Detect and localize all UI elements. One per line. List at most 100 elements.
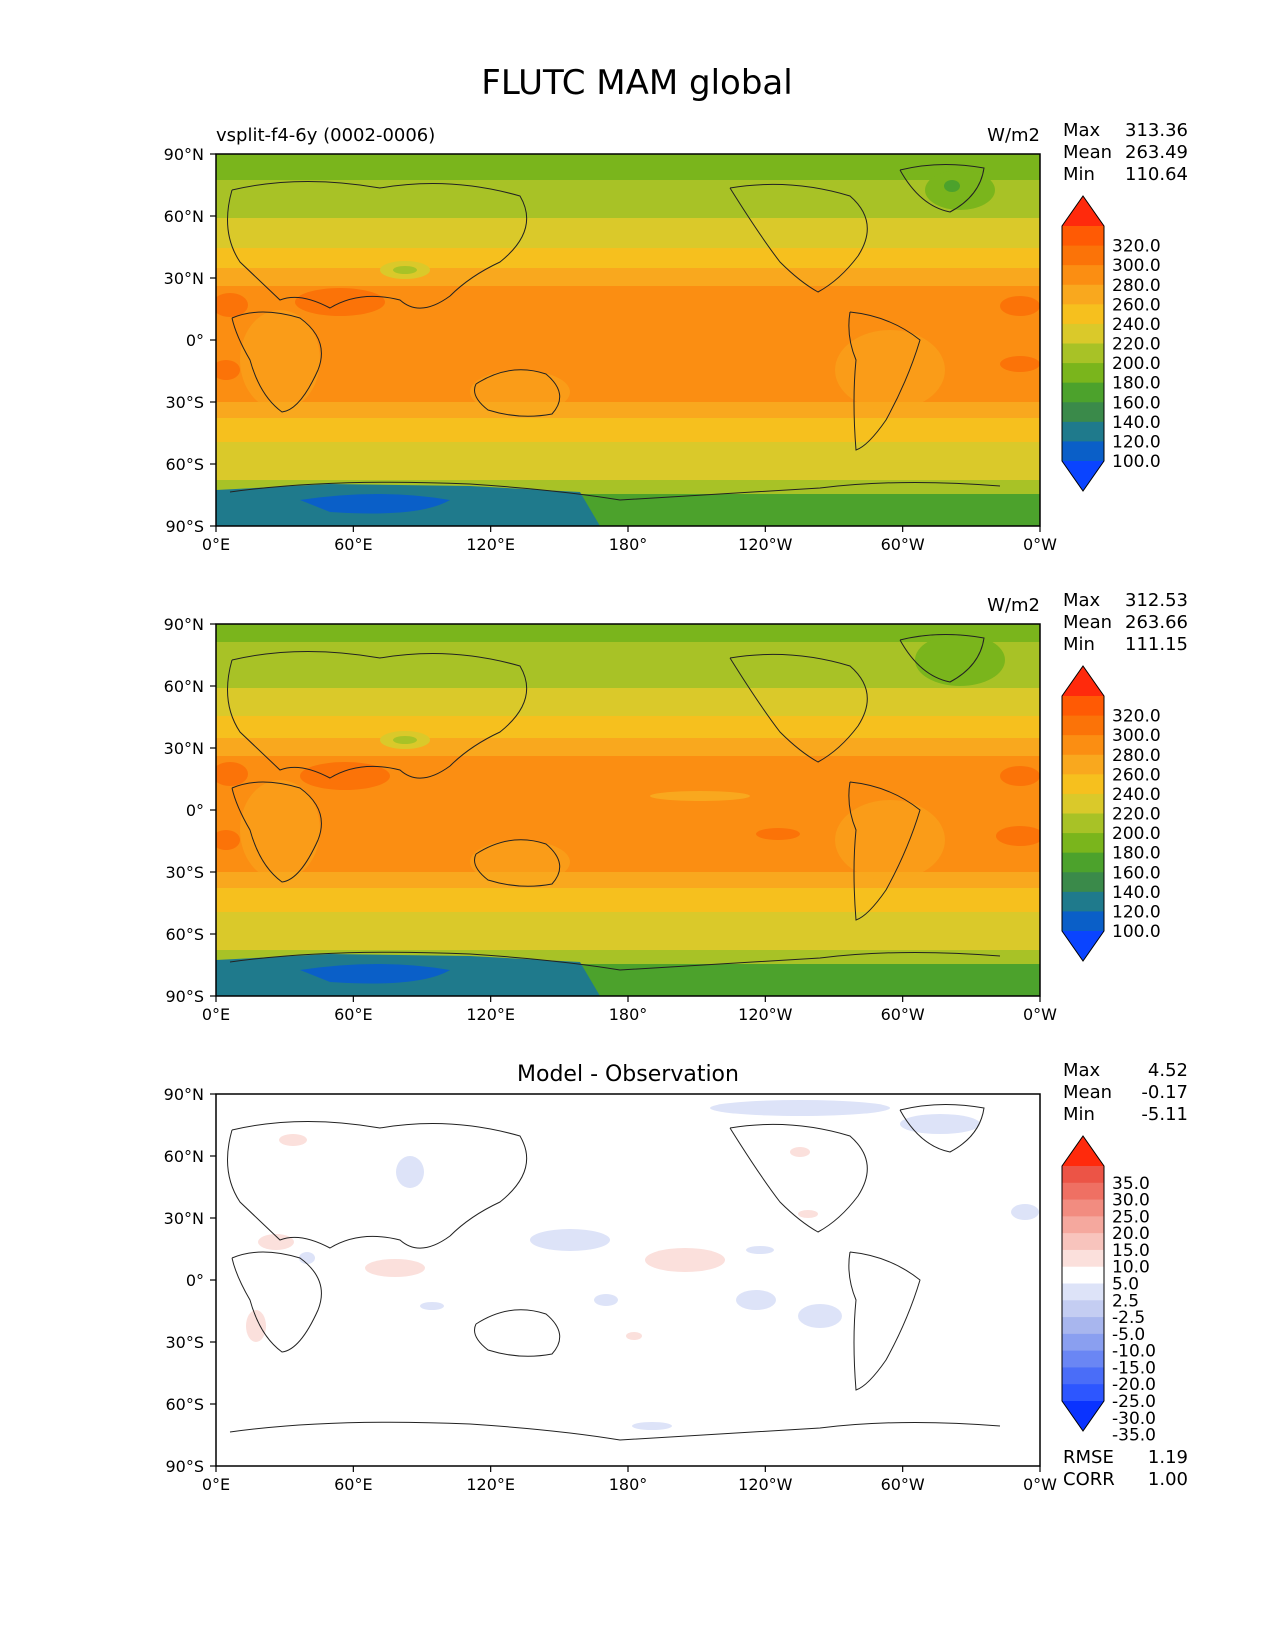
colorbar-label: 160.0 <box>1112 863 1161 883</box>
colorbar-extend-min <box>1062 1401 1104 1431</box>
colorbar-label: 2.5 <box>1112 1291 1139 1311</box>
y-tick-label: 30°S <box>165 863 204 882</box>
colorbar-outline <box>1061 665 1105 962</box>
y-tick-label: 90°N <box>164 145 204 164</box>
panel-observation: W/m2 <box>164 590 1188 1024</box>
x-tick-label: 60°E <box>334 1475 372 1494</box>
panel-2-stat-value-2: 111.15 <box>1125 634 1188 655</box>
panel-2-colorbar: 320.0300.0280.0260.0240.0220.0200.0180.0… <box>1061 665 1161 962</box>
x-tick-label: 0°W <box>1023 1475 1057 1494</box>
panel-1-stat-value-2: 110.64 <box>1125 164 1188 185</box>
y-tick-label: 30°N <box>164 739 204 758</box>
panel-3-axes: 0°E 60°E 120°E 180° 120°W 60°W 0°W 90°N 60°N 30°N… <box>164 1085 1058 1494</box>
colorbar-segment <box>1062 402 1104 423</box>
colorbar-segment <box>1062 1199 1104 1217</box>
colorbar-label: -2.5 <box>1112 1308 1145 1328</box>
y-tick-label: 0° <box>186 331 204 350</box>
panel-3-stat-label-2: Min <box>1063 1104 1095 1125</box>
colorbar-label: 120.0 <box>1112 902 1161 922</box>
colorbar-segment <box>1062 1249 1104 1268</box>
panel-model: vsplit-f4-6y (0002-0006) W/m2 <box>164 120 1188 554</box>
colorbar-extend-max <box>1062 666 1104 696</box>
y-tick-label: 60°N <box>164 207 204 226</box>
colorbar-segment <box>1062 735 1104 756</box>
colorbar-outline <box>1061 195 1105 492</box>
colorbar-label: 120.0 <box>1112 432 1161 452</box>
colorbar-segment <box>1062 1300 1104 1318</box>
colorbar-segment <box>1062 382 1104 403</box>
panel-1-stat-label-1: Mean <box>1063 142 1112 163</box>
colorbar-segment <box>1062 441 1104 462</box>
panel-2-stat-value-0: 312.53 <box>1125 590 1188 611</box>
colorbar-segment <box>1062 891 1104 912</box>
colorbar-label: -30.0 <box>1112 1409 1156 1429</box>
colorbar-label: 320.0 <box>1112 237 1161 257</box>
panel-1-axes: 0°E 60°E 120°E 180° 120°W 60°W 0°W 90°N 60°N 30°N… <box>164 145 1058 554</box>
colorbar-label: -10.0 <box>1112 1342 1156 1362</box>
colorbar-label: 180.0 <box>1112 374 1161 394</box>
colorbar-extend-min <box>1062 931 1104 961</box>
colorbar-label: 160.0 <box>1112 393 1161 413</box>
colorbar-label: 260.0 <box>1112 765 1161 785</box>
panel-2-axes: 0°E 60°E 120°E 180° 120°W 60°W 0°W 90°N 60°N 30°N… <box>164 615 1058 1024</box>
colorbar-label: 100.0 <box>1112 922 1161 942</box>
colorbar-segment <box>1062 245 1104 266</box>
panel-2-units: W/m2 <box>987 595 1040 616</box>
colorbar-segment <box>1062 304 1104 325</box>
colorbar-segment <box>1062 1384 1104 1402</box>
x-tick-label: 0°W <box>1023 535 1057 554</box>
panel-3-stat-label-1: Mean <box>1063 1082 1112 1103</box>
y-tick-label: 60°S <box>165 1395 204 1414</box>
y-tick-label: 0° <box>186 1271 204 1290</box>
colorbar-segment <box>1062 1233 1104 1251</box>
colorbar-segment <box>1062 1266 1104 1284</box>
x-tick-label: 120°W <box>738 1005 793 1024</box>
colorbar-segment <box>1062 1182 1104 1201</box>
y-tick-label: 30°N <box>164 1209 204 1228</box>
colorbar-segment <box>1062 774 1104 795</box>
colorbar-outline <box>1061 1135 1105 1432</box>
colorbar-label: 220.0 <box>1112 805 1161 825</box>
y-tick-label: 60°N <box>164 1147 204 1166</box>
x-tick-label: 0°W <box>1023 1005 1057 1024</box>
x-tick-label: 180° <box>609 1475 648 1494</box>
x-tick-label: 60°E <box>334 1005 372 1024</box>
colorbar-label: 100.0 <box>1112 452 1161 472</box>
colorbar-label: 200.0 <box>1112 824 1161 844</box>
corr-value: 1.00 <box>1148 1469 1188 1490</box>
colorbar-label: 10.0 <box>1112 1258 1150 1278</box>
colorbar-segment <box>1062 421 1104 442</box>
colorbar-segment <box>1062 1333 1104 1352</box>
x-tick-label: 180° <box>609 535 648 554</box>
colorbar-label: 25.0 <box>1112 1207 1150 1227</box>
y-tick-label: 90°N <box>164 615 204 634</box>
y-tick-label: 0° <box>186 801 204 820</box>
colorbar-segment <box>1062 852 1104 873</box>
colorbar-label: 200.0 <box>1112 354 1161 374</box>
panel-1-stat-label-0: Max <box>1063 120 1101 141</box>
colorbar-label: 240.0 <box>1112 785 1161 805</box>
colorbar-segment <box>1062 1283 1104 1301</box>
colorbar-label: 240.0 <box>1112 315 1161 335</box>
colorbar-label: -25.0 <box>1112 1392 1156 1412</box>
panel-3-stat-value-0: 4.52 <box>1148 1060 1188 1081</box>
panel-2-stat-label-2: Min <box>1063 634 1095 655</box>
colorbar-label: 20.0 <box>1112 1224 1150 1244</box>
x-tick-label: 0°E <box>202 535 230 554</box>
panel-1-stat-value-1: 263.49 <box>1125 142 1188 163</box>
colorbar-label: 280.0 <box>1112 746 1161 766</box>
panel-1-stat-value-0: 313.36 <box>1125 120 1188 141</box>
colorbar-segment <box>1062 833 1104 854</box>
colorbar-extend-max <box>1062 196 1104 226</box>
x-tick-label: 120°E <box>466 1475 515 1494</box>
x-tick-label: 60°W <box>881 535 925 554</box>
colorbar-label: 300.0 <box>1112 256 1161 276</box>
y-tick-label: 30°N <box>164 269 204 288</box>
colorbar-extend-min <box>1062 461 1104 491</box>
colorbar-segment <box>1062 1317 1104 1335</box>
colorbar-label: 180.0 <box>1112 844 1161 864</box>
y-tick-label: 60°S <box>165 925 204 944</box>
panel-3-stat-value-2: -5.11 <box>1141 1104 1188 1125</box>
colorbar-segment <box>1062 265 1104 286</box>
